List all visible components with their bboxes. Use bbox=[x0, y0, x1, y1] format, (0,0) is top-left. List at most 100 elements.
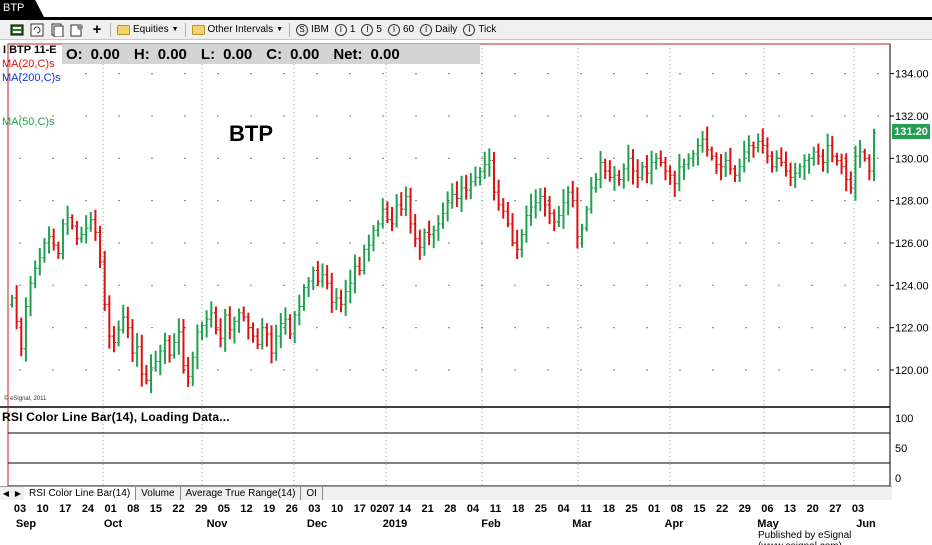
grid-dot bbox=[646, 284, 648, 287]
x-day-tick-label: 01 bbox=[648, 503, 660, 515]
page-icon[interactable] bbox=[50, 23, 64, 37]
y-tick-label: 134.00 bbox=[895, 69, 929, 81]
grid-dot bbox=[679, 199, 681, 202]
grid-dot bbox=[448, 369, 450, 371]
grid-dot bbox=[514, 369, 516, 371]
x-day-tick-label: 19 bbox=[263, 503, 275, 515]
grid-dot bbox=[52, 157, 54, 160]
high-value: 0.00 bbox=[157, 45, 187, 63]
symbol-icon: S bbox=[296, 23, 309, 36]
grid-dot bbox=[481, 242, 483, 244]
refresh-icon[interactable] bbox=[30, 23, 44, 37]
grid-dot bbox=[778, 369, 780, 371]
grid-dot bbox=[778, 115, 780, 117]
tab-rsi[interactable]: RSI Color Line Bar(14) bbox=[24, 487, 137, 500]
interval-1-label: 1 bbox=[349, 24, 356, 35]
tab-volume[interactable]: Volume bbox=[136, 487, 181, 500]
symbol-ibm-button[interactable]: S IBM bbox=[296, 22, 329, 38]
grid-dot bbox=[844, 326, 846, 329]
tab-oi[interactable]: OI bbox=[301, 487, 323, 500]
grid-dot bbox=[316, 72, 318, 75]
grid-dot bbox=[745, 199, 747, 202]
grid-dot bbox=[217, 242, 219, 244]
x-day-tick-label: 04 bbox=[467, 503, 480, 515]
study-ma200-label[interactable]: MA(200,C)s bbox=[2, 72, 61, 84]
grid-dot bbox=[646, 199, 648, 202]
grid-dot bbox=[811, 199, 813, 202]
grid-dot bbox=[250, 284, 252, 287]
interval-5-label: 5 bbox=[376, 24, 382, 35]
grid-dot bbox=[382, 72, 384, 75]
x-day-tick-label: 10 bbox=[37, 503, 49, 515]
grid-dot bbox=[85, 326, 87, 329]
grid-dot bbox=[778, 199, 780, 202]
grid-dot bbox=[811, 115, 813, 117]
tab-scroll-left-icon[interactable]: ◀ bbox=[2, 489, 10, 498]
x-day-tick-label: 29 bbox=[195, 503, 207, 515]
layout-icon[interactable] bbox=[10, 23, 24, 37]
grid-dot bbox=[283, 242, 285, 244]
x-day-tick-label: 03 bbox=[308, 503, 320, 515]
interval-1-button[interactable]: I 1 bbox=[334, 22, 356, 38]
grid-dot bbox=[184, 369, 186, 371]
grid-dot bbox=[184, 284, 186, 287]
x-day-tick-label: 28 bbox=[444, 503, 456, 515]
grid-dot bbox=[877, 369, 879, 371]
x-day-tick-label: 18 bbox=[603, 503, 615, 515]
grid-dot bbox=[382, 369, 384, 371]
grid-dot bbox=[679, 115, 681, 117]
grid-dot bbox=[349, 157, 351, 160]
settings-page-icon[interactable] bbox=[70, 23, 84, 37]
x-day-tick-label: 13 bbox=[784, 503, 796, 515]
interval-tick-label: Tick bbox=[478, 24, 497, 35]
grid-dot bbox=[481, 369, 483, 371]
grid-dot bbox=[349, 199, 351, 202]
study-ma20-label[interactable]: MA(20,C)s bbox=[2, 58, 55, 70]
tab-scroll-right-icon[interactable]: ▶ bbox=[14, 489, 22, 498]
y-tick-label: 130.00 bbox=[895, 153, 929, 165]
interval-tick-button[interactable]: I Tick bbox=[463, 22, 496, 38]
grid-dot bbox=[745, 157, 747, 160]
grid-dot bbox=[844, 72, 846, 75]
ohlc-readout: O: 0.00 H: 0.00 L: 0.00 C: 0.00 Net: 0.0… bbox=[62, 44, 480, 64]
x-month-label: May bbox=[757, 518, 779, 530]
grid-dot bbox=[184, 242, 186, 244]
chart-title: BTP bbox=[229, 121, 273, 146]
grid-dot bbox=[679, 369, 681, 371]
grid-dot bbox=[712, 369, 714, 371]
grid-dot bbox=[580, 199, 582, 202]
grid-dot bbox=[151, 199, 153, 202]
x-day-tick-label: 14 bbox=[399, 503, 412, 515]
x-day-tick-label: 18 bbox=[512, 503, 524, 515]
grid-dot bbox=[646, 326, 648, 329]
x-day-tick-label: 22 bbox=[172, 503, 184, 515]
x-day-tick-label: 06 bbox=[761, 503, 773, 515]
grid-dot bbox=[316, 115, 318, 117]
grid-dot bbox=[250, 157, 252, 160]
grid-dot bbox=[151, 72, 153, 75]
tab-atr[interactable]: Average True Range(14) bbox=[181, 487, 302, 500]
interval-5-button[interactable]: I 5 bbox=[361, 22, 382, 38]
interval-daily-button[interactable]: I Daily bbox=[420, 22, 457, 38]
grid-dot bbox=[448, 157, 450, 160]
grid-dot bbox=[712, 284, 714, 287]
grid-dot bbox=[547, 199, 549, 202]
grid-dot bbox=[118, 242, 120, 244]
net-label: Net: bbox=[333, 45, 363, 63]
grid-dot bbox=[811, 326, 813, 329]
grid-dot bbox=[712, 115, 714, 117]
net-value: 0.00 bbox=[370, 45, 400, 63]
symbol-label: I BTP 11-E bbox=[3, 44, 57, 56]
interval-icon: I bbox=[361, 23, 374, 36]
x-day-tick-label: 01 bbox=[104, 503, 116, 515]
other-intervals-dropdown[interactable]: Other Intervals ▼ bbox=[191, 22, 283, 38]
grid-dot bbox=[283, 284, 285, 287]
study-ma50-label[interactable]: MA(50,C)s bbox=[2, 116, 55, 128]
plus-icon[interactable]: + bbox=[92, 21, 102, 38]
rsi-pane-label[interactable]: RSI Color Line Bar(14), Loading Data... bbox=[2, 410, 230, 424]
grid-dot bbox=[844, 115, 846, 117]
window-title-tab[interactable]: BTP bbox=[0, 0, 44, 17]
interval-60-button[interactable]: I 60 bbox=[387, 22, 414, 38]
equities-dropdown[interactable]: Equities ▼ bbox=[117, 22, 179, 38]
